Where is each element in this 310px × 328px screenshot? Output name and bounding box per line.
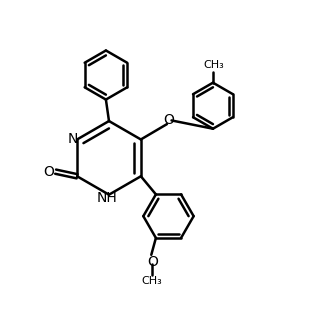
Text: O: O <box>163 113 174 128</box>
Text: N: N <box>67 133 78 147</box>
Text: O: O <box>43 165 54 179</box>
Text: CH₃: CH₃ <box>203 60 224 70</box>
Text: NH: NH <box>97 191 118 205</box>
Text: O: O <box>147 255 158 269</box>
Text: CH₃: CH₃ <box>142 276 162 286</box>
